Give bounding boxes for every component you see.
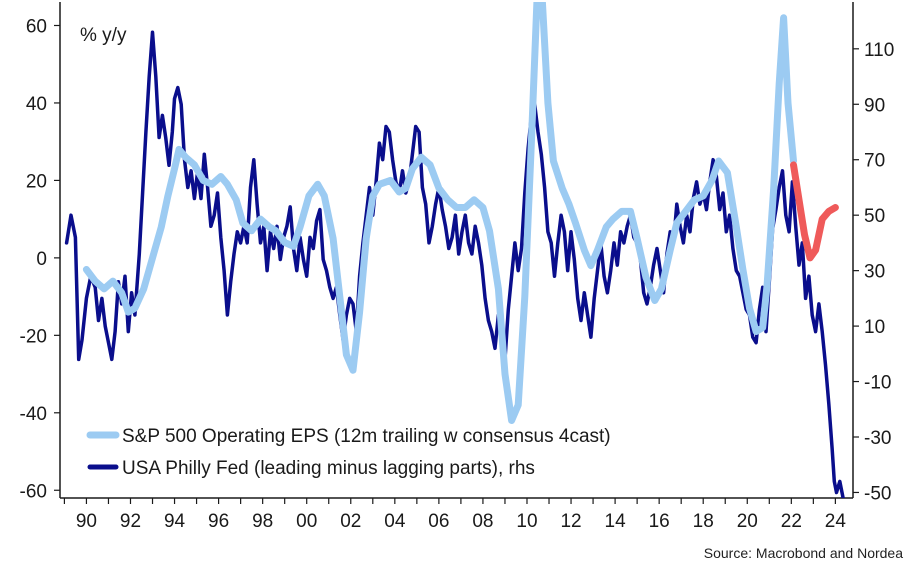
x-tick-label: 94 — [164, 511, 186, 532]
x-tick-label: 08 — [472, 511, 493, 532]
right-tick-label: 110 — [864, 40, 894, 61]
x-tick-label: 96 — [208, 511, 229, 532]
x-tick-label: 10 — [516, 511, 537, 532]
right-axis-ticks: 110 90 70 50 30 10 -10 -30 -50 — [853, 40, 894, 504]
left-tick-label: 0 — [36, 249, 47, 270]
right-tick-label: 70 — [864, 151, 885, 172]
x-tick-label: 14 — [605, 511, 627, 532]
x-tick-label: 16 — [649, 511, 670, 532]
plot-area — [64, 2, 845, 498]
left-tick-label: -40 — [20, 404, 47, 425]
series-line-eps-forecast — [790, 161, 839, 262]
axes — [59, 2, 854, 499]
right-tick-label: 10 — [864, 317, 885, 338]
x-tick-label: 20 — [737, 511, 758, 532]
x-tick-label: 90 — [76, 511, 97, 532]
x-tick-label: 04 — [384, 511, 406, 532]
legend-label-eps: S&P 500 Operating EPS (12m trailing w co… — [122, 426, 611, 447]
left-tick-label: 40 — [26, 94, 47, 115]
left-tick-label: 60 — [26, 16, 47, 37]
x-tick-label: 02 — [340, 511, 361, 532]
left-axis-unit-label: % y/y — [80, 25, 127, 46]
left-tick-label: -60 — [20, 481, 47, 502]
legend: S&P 500 Operating EPS (12m trailing w co… — [86, 426, 611, 479]
x-tick-label: 22 — [781, 511, 802, 532]
left-axis-ticks: 60 40 20 0 -20 -40 -60 — [20, 16, 60, 502]
source-note: Source: Macrobond and Nordea — [703, 545, 903, 561]
right-tick-label: 90 — [864, 95, 885, 116]
x-axis-ticks: 90 92 94 96 98 00 02 04 06 08 10 12 14 16 18 20 22 24 — [63, 498, 847, 532]
x-tick-label: 06 — [428, 511, 449, 532]
x-tick-label: 00 — [296, 511, 317, 532]
right-tick-label: -50 — [864, 483, 891, 504]
right-tick-label: 50 — [864, 206, 885, 227]
left-tick-label: -20 — [20, 326, 47, 347]
x-tick-label: 98 — [252, 511, 273, 532]
x-tick-label: 18 — [693, 511, 714, 532]
right-tick-label: -10 — [864, 373, 891, 394]
x-tick-label: 24 — [825, 511, 847, 532]
legend-label-philly-fed: USA Philly Fed (leading minus lagging pa… — [122, 458, 535, 479]
right-tick-label: 30 — [864, 262, 885, 283]
series-line-eps — [82, 2, 797, 424]
right-tick-label: -30 — [864, 428, 891, 449]
left-tick-label: 20 — [26, 171, 47, 192]
x-tick-label: 92 — [120, 511, 141, 532]
x-tick-label: 12 — [560, 511, 581, 532]
